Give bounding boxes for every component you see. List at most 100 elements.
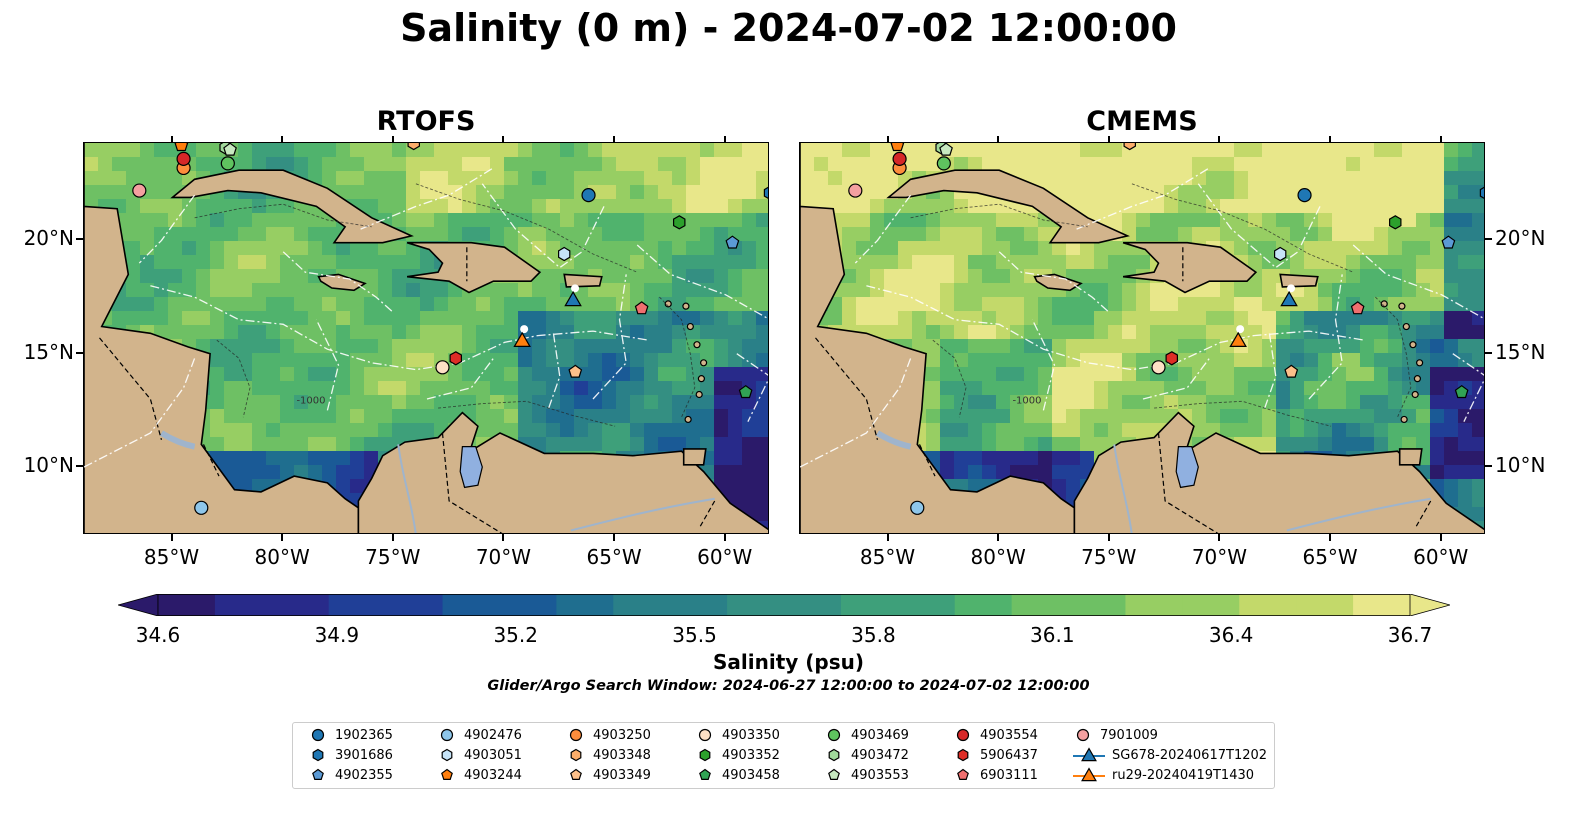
colorbar-min-extend	[116, 593, 159, 617]
float-1902365	[1297, 188, 1312, 203]
legend-symbol	[957, 768, 969, 780]
lon-tick	[1439, 534, 1442, 541]
lon-tick	[1218, 534, 1221, 541]
float-4903352	[672, 215, 686, 230]
lat-label-right: 15°N	[1495, 339, 1546, 364]
legend-symbol	[441, 768, 453, 780]
legend-label: 7901009	[1100, 727, 1158, 743]
pentagon-marker-icon	[570, 768, 582, 780]
land-puertoRico	[1279, 273, 1319, 288]
triangle-line-marker-icon	[1073, 747, 1105, 762]
bathymetry-contours	[910, 183, 1412, 427]
eez-boundaries	[84, 167, 768, 468]
legend-entry: 4903554	[952, 727, 1038, 743]
float-4903469	[220, 156, 235, 171]
contour-label: -1000	[1012, 396, 1041, 407]
gliders	[1229, 284, 1298, 347]
float-4903553	[223, 143, 237, 156]
legend-symbol	[699, 748, 711, 762]
lon-label: 75°W	[1081, 545, 1137, 569]
cmems-panel-title: CMEMS	[1086, 106, 1198, 137]
legend-triangle	[1081, 747, 1097, 762]
glider-ru29-20240419T1430	[1229, 331, 1247, 347]
country-borders	[815, 247, 1432, 533]
float-4903348	[1123, 143, 1136, 151]
legend-entry: 1902365	[307, 727, 393, 743]
colorbar-segment	[1296, 594, 1354, 616]
lat-tick-left	[76, 465, 83, 468]
lon-tick	[723, 534, 726, 541]
legend-symbol	[570, 748, 582, 762]
legend-label: 4903348	[593, 747, 651, 763]
colorbar-segment	[1011, 594, 1070, 616]
float-4903458	[738, 384, 753, 399]
float-4903349	[568, 364, 583, 378]
bathymetry-contours	[194, 183, 696, 427]
glider-ru29-20240419T1430	[513, 331, 531, 347]
float-6903111	[1350, 301, 1365, 315]
float-4903350	[435, 360, 450, 375]
colorbar-segment	[727, 594, 785, 616]
circle-marker-icon	[827, 728, 841, 742]
colorbar-tick-label: 35.8	[851, 623, 896, 647]
legend-symbol	[440, 728, 454, 742]
land-hispaniola	[1122, 241, 1258, 294]
legend-symbol	[699, 768, 711, 780]
colorbar-segment	[784, 594, 842, 616]
hexagon-marker-icon	[957, 748, 969, 762]
legend-label: 4903051	[464, 747, 522, 763]
legend-entry: 4903469	[823, 727, 909, 743]
colorbar-segment	[556, 594, 614, 616]
legend-label: 4902355	[335, 767, 393, 783]
float-4903469	[936, 156, 951, 171]
lat-tick-right	[1485, 351, 1492, 354]
colorbar-segment	[1353, 594, 1411, 616]
colorbar-segment	[385, 594, 444, 616]
lat-label-left: 15°N	[23, 339, 74, 364]
float-4903244	[174, 143, 189, 152]
float-4902476	[910, 500, 925, 515]
lat-label-left: 10°N	[23, 453, 74, 478]
lake-maracaibo	[1175, 446, 1199, 489]
colorbar-segment	[499, 594, 557, 616]
hexagon-marker-icon	[699, 748, 711, 762]
legend-label: ru29-20240419T1430	[1112, 767, 1255, 783]
colorbar-tick-label: 34.9	[314, 623, 360, 647]
float-7901009	[132, 183, 147, 198]
float-4903348	[407, 143, 420, 151]
colorbar-label: Salinity (psu)	[712, 650, 864, 674]
colorbar-segment	[613, 594, 671, 616]
legend-entry: 4903350	[694, 727, 780, 743]
lon-tick-top	[391, 136, 394, 142]
lake-maracaibo	[459, 446, 483, 489]
land-masses	[800, 143, 1484, 533]
lon-tick-top	[1329, 136, 1332, 142]
float-7901009	[848, 183, 863, 198]
eez-boundaries	[800, 167, 1484, 468]
lat-tick-right	[1485, 238, 1492, 241]
lon-label: 80°W	[970, 545, 1026, 569]
legend-entry: 4902355	[307, 767, 393, 783]
legend-entry: 3901686	[307, 747, 393, 763]
legend-symbol	[311, 728, 325, 742]
float-4903458	[1454, 384, 1469, 399]
circle-marker-icon	[1076, 728, 1090, 742]
lon-tick-top	[502, 136, 505, 142]
colorbar-segment	[1068, 594, 1127, 616]
hexagon-marker-icon	[828, 748, 840, 762]
rtofs-panel-title: RTOFS	[376, 106, 476, 137]
lon-tick-top	[886, 136, 889, 142]
float-3901686	[1479, 186, 1484, 199]
legend-symbol	[441, 748, 453, 762]
lon-tick-top	[613, 136, 616, 142]
float-4902476	[194, 500, 209, 515]
legend-symbol	[312, 748, 324, 762]
legend-entry: 4903352	[694, 747, 780, 763]
lat-label-right: 20°N	[1495, 226, 1546, 251]
lon-tick	[1329, 534, 1332, 541]
float-4903553	[939, 143, 953, 156]
float-3901686	[763, 186, 768, 199]
land-masses	[84, 143, 768, 533]
legend-symbol	[956, 728, 970, 742]
lon-label: 70°W	[1191, 545, 1248, 569]
